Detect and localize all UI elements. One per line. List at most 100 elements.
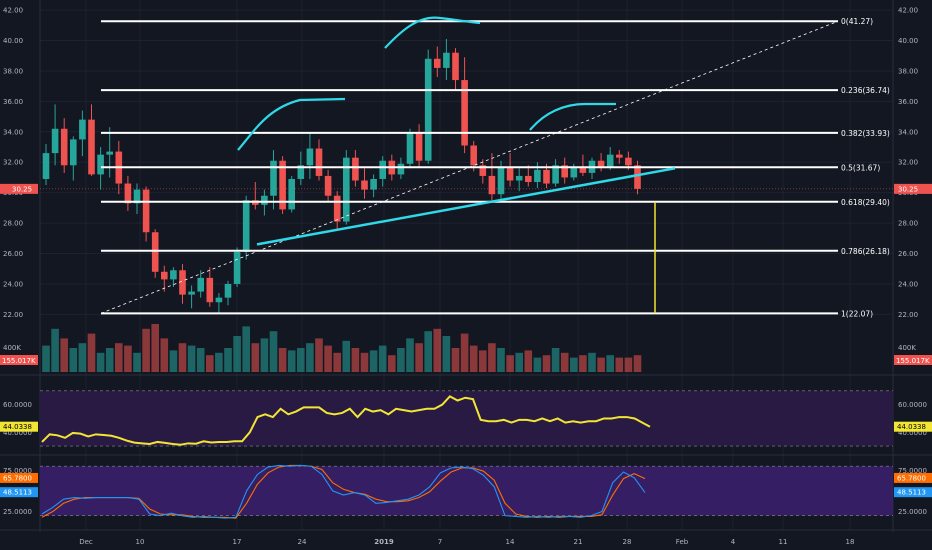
volume-bar — [269, 331, 278, 372]
volume-bar — [560, 352, 569, 372]
rsi-tick-right: 60.0000 — [898, 401, 927, 409]
volume-bar — [606, 355, 614, 372]
candle-body — [42, 153, 50, 179]
time-tick: 21 — [574, 538, 583, 546]
stoch-tick-left: 25.0000 — [3, 508, 32, 516]
rsi-last-badge-left — [0, 421, 38, 432]
candle-body — [397, 163, 405, 175]
volume-bar — [215, 352, 223, 372]
volume-bar — [160, 338, 169, 372]
candle-body — [333, 195, 341, 222]
candle-body — [142, 189, 150, 233]
fib-level-label: 0.5(31.67) — [841, 163, 880, 172]
time-tick: 28 — [623, 538, 632, 546]
candle-body — [288, 178, 295, 210]
candle-body — [97, 154, 104, 175]
fib-level-label: 0(41.27) — [841, 17, 873, 26]
stoch-k-last-right: 48.5113 — [897, 489, 926, 497]
arc-annotation-2 — [384, 16, 481, 49]
candle-body — [415, 133, 423, 161]
price-tick-left: 26.00 — [3, 250, 23, 258]
volume-bar — [469, 345, 478, 372]
time-tick: 24 — [298, 538, 307, 546]
volume-bar — [342, 340, 351, 372]
fib-level-label: 0.382(33.93) — [841, 129, 890, 138]
price-tick-left: 38.00 — [3, 67, 23, 75]
volume-bar — [105, 348, 114, 372]
volume-bar — [497, 348, 505, 372]
volume-last-badge-right — [894, 355, 932, 365]
candle-body — [224, 283, 232, 298]
volume-bar — [297, 348, 305, 372]
candle-body — [379, 160, 386, 179]
volume-bar — [142, 328, 150, 372]
volume-bar — [633, 355, 642, 372]
volume-bar — [615, 357, 624, 372]
volume-last-left: 155.017K — [2, 357, 36, 365]
volume-bar — [533, 357, 542, 372]
volume-bar — [260, 338, 269, 372]
price-tick-right: 40.00 — [898, 37, 918, 45]
volume-tick-right: 400K — [898, 344, 916, 352]
candle-body — [634, 165, 641, 189]
price-tick-left: 34.00 — [3, 128, 23, 136]
candle-body — [443, 52, 450, 68]
volume-bar — [415, 343, 423, 372]
volume-bar — [278, 348, 287, 372]
price-tick-right: 26.00 — [898, 250, 918, 258]
candle-body — [233, 252, 241, 284]
price-tick-right: 32.00 — [898, 159, 918, 167]
candle-body — [60, 128, 68, 166]
volume-bar — [42, 345, 50, 372]
candle-body — [179, 270, 186, 295]
stoch-d-last-right: 65.7800 — [897, 474, 926, 482]
last-price-left: 30.25 — [12, 185, 32, 193]
volume-bar — [588, 352, 596, 372]
candle-body — [261, 195, 268, 205]
candle-body — [424, 58, 432, 161]
fib-level-label: 0.618(29.40) — [841, 198, 890, 207]
volume-bars — [42, 324, 642, 372]
volume-bar — [597, 357, 605, 372]
stoch-k-line — [41, 464, 646, 519]
volume-bar — [324, 345, 332, 372]
price-tick-right: 36.00 — [898, 98, 918, 106]
candle-body — [88, 119, 95, 175]
time-tick: 14 — [506, 538, 515, 546]
volume-bar — [151, 324, 159, 372]
candle-body — [479, 165, 487, 176]
volume-bar — [551, 348, 560, 372]
candle-body — [597, 160, 605, 167]
candle-body — [170, 270, 177, 280]
volume-bar — [406, 338, 414, 372]
candle-body — [606, 154, 614, 167]
candle-body — [370, 178, 377, 190]
volume-bar — [124, 345, 132, 372]
rsi-last-right: 44.0338 — [897, 423, 926, 431]
candle-body — [406, 133, 414, 164]
stoch-tick-right: 75.0000 — [898, 467, 927, 475]
time-tick: 2019 — [374, 538, 394, 546]
candle-body — [506, 166, 514, 181]
price-tick-left: 36.00 — [3, 98, 23, 106]
price-tick-right: 42.00 — [898, 7, 918, 15]
price-tick-left: 22.00 — [3, 311, 23, 319]
volume-bar — [542, 355, 551, 372]
candle-body — [515, 175, 523, 181]
volume-bar — [224, 348, 232, 372]
rsi-pane — [40, 390, 893, 447]
volume-bar — [187, 345, 196, 372]
volume-bar — [460, 333, 469, 372]
volume-last-badge-left — [0, 355, 38, 365]
time-axis-bg — [0, 532, 932, 550]
candle-body — [133, 189, 141, 204]
volume-bar — [315, 338, 323, 372]
candle-body — [197, 277, 204, 292]
candle-body — [106, 151, 113, 155]
volume-bar — [442, 336, 451, 372]
volume-bar — [388, 355, 396, 372]
fib-level-label: 1(22.07) — [841, 309, 873, 318]
volume-bar — [378, 345, 387, 372]
candle-body — [497, 166, 505, 195]
candle-body — [616, 154, 623, 158]
